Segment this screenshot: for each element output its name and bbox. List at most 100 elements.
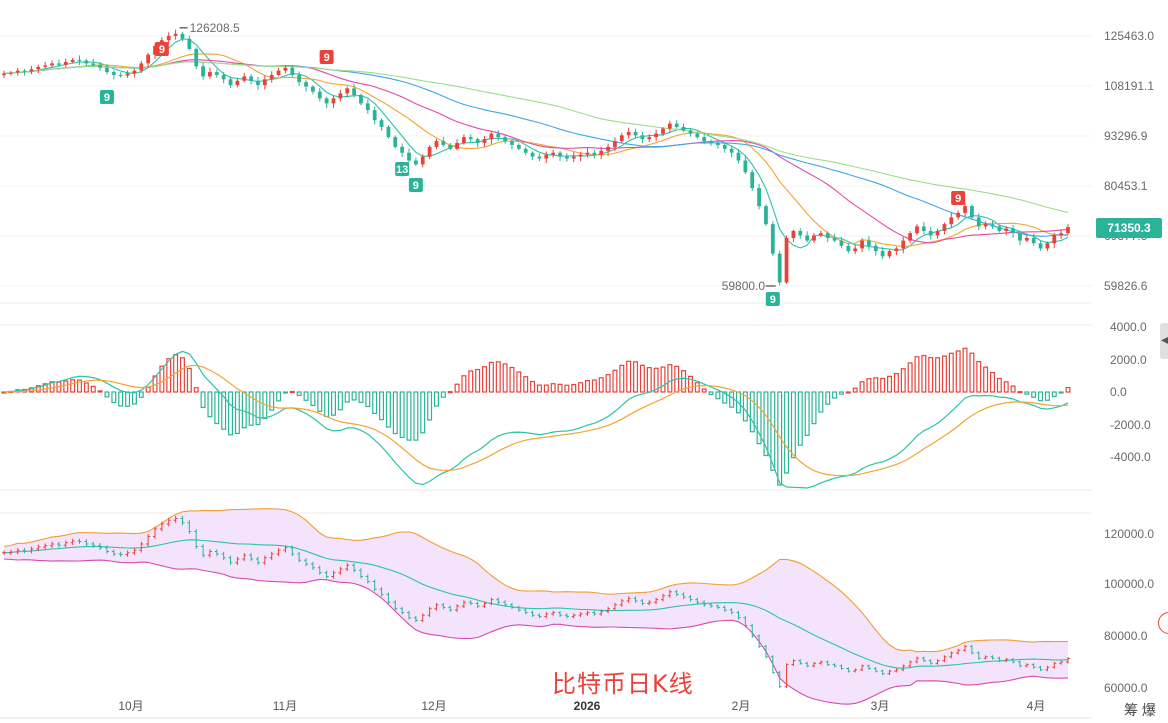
candle-body xyxy=(736,152,741,161)
bollinger-axis-tick: 100000.0 xyxy=(1104,577,1154,591)
macd-histogram-bar xyxy=(399,391,405,438)
td-marker xyxy=(99,90,114,104)
candle-body xyxy=(187,38,192,49)
macd-histogram-bar xyxy=(832,391,838,399)
grid-lines xyxy=(0,35,1092,719)
macd-histogram-bar xyxy=(269,391,275,411)
candle-body xyxy=(70,59,75,62)
macd-histogram-bar xyxy=(131,391,137,405)
td-marker xyxy=(765,292,780,306)
candle-body xyxy=(448,144,453,149)
band-upper-line xyxy=(3,508,1069,653)
macd-histogram-bar xyxy=(255,391,261,426)
candle-body xyxy=(873,245,878,252)
candle-body xyxy=(413,160,418,165)
x-axis-tick: 12月 xyxy=(421,699,446,713)
macd-histogram-bar xyxy=(584,379,590,393)
candle-body xyxy=(496,133,501,138)
candle-body xyxy=(908,233,913,241)
candle-body xyxy=(311,86,315,92)
macd-histogram-bar xyxy=(818,391,824,413)
candle-body xyxy=(846,245,851,252)
macd-histogram-bar xyxy=(358,391,364,403)
macd-histogram-bar xyxy=(488,361,494,393)
candle-body xyxy=(1011,228,1015,234)
candle-body xyxy=(427,146,432,157)
candle-body xyxy=(208,72,212,77)
macd-histogram-bar xyxy=(1058,391,1064,394)
panel-collapse-handle[interactable]: ◀ xyxy=(1160,323,1168,359)
macd-histogram-bar xyxy=(282,391,288,394)
candle-body xyxy=(674,123,679,127)
macd-histogram-bar xyxy=(111,391,117,404)
macd-histogram-bar xyxy=(1038,391,1044,402)
candle-body xyxy=(915,226,919,234)
macd-histogram-bar xyxy=(873,377,879,393)
macd-histogram-bar xyxy=(207,391,213,418)
macd-histogram-bar xyxy=(983,366,989,393)
candle-body xyxy=(57,63,61,65)
macd-histogram-bar xyxy=(276,391,282,402)
macd-histogram-bar xyxy=(179,357,185,393)
macd-histogram-bar xyxy=(708,391,714,395)
macd-histogram-bar xyxy=(935,357,941,393)
td-marker-label: 13 xyxy=(396,164,408,176)
macd-histogram-bar xyxy=(214,391,220,425)
bollinger-axis-tick: 60000.0 xyxy=(1104,681,1148,695)
candle-body xyxy=(304,82,308,87)
candle-body xyxy=(997,226,1002,231)
ma12-line xyxy=(3,53,1069,248)
macd-histogram-bar xyxy=(447,391,453,394)
macd-histogram-bar xyxy=(681,370,687,393)
current-price-tag: 71350.3 xyxy=(1096,218,1162,238)
macd-histogram-bar xyxy=(433,391,439,407)
low-price-label: 59800.0 xyxy=(722,279,766,293)
td-marker-label: 9 xyxy=(104,92,110,104)
candle-body xyxy=(269,74,274,80)
price-axis-tick: 59826.6 xyxy=(1104,279,1148,293)
macd-histogram-bar xyxy=(845,391,851,394)
candle-body xyxy=(201,66,205,77)
macd-histogram-bar xyxy=(482,366,488,393)
macd-histogram-bar xyxy=(365,391,371,408)
candle-body xyxy=(530,152,535,157)
macd-histogram-bar xyxy=(866,378,872,393)
candle-body xyxy=(262,79,267,86)
macd-histogram-bar xyxy=(626,360,632,393)
macd-histogram-bar xyxy=(138,391,144,398)
macd-histogram-bar xyxy=(63,380,69,393)
macd-histogram-bar xyxy=(468,370,474,393)
macd-histogram-bar xyxy=(1051,391,1057,398)
macd-histogram-bar xyxy=(639,364,645,393)
candle-body xyxy=(393,137,398,147)
candle-body xyxy=(235,80,240,86)
candle-body xyxy=(249,76,254,81)
macd-axis-tick: -4000.0 xyxy=(1110,450,1151,464)
candle-body xyxy=(784,237,789,283)
candle-body xyxy=(276,70,281,75)
macd-histogram-bar xyxy=(653,367,659,393)
chevron-left-icon: ◀ xyxy=(1161,335,1168,346)
candle-body xyxy=(839,240,844,246)
macd-histogram-bar xyxy=(406,391,412,441)
macd-histogram-bar xyxy=(324,391,330,418)
candle-body xyxy=(633,131,638,136)
candle-body xyxy=(709,141,713,143)
candle-body xyxy=(400,146,405,153)
candle-body xyxy=(256,80,260,86)
macd-histogram-bar xyxy=(475,368,481,393)
candle-body xyxy=(462,137,466,143)
candle-body xyxy=(173,33,178,36)
candle-body xyxy=(98,64,102,68)
candle-body xyxy=(1038,243,1043,249)
x-axis-tick: 3月 xyxy=(871,699,890,713)
bollinger-axis-tick: 80000.0 xyxy=(1104,629,1148,643)
candle-body xyxy=(365,103,370,111)
candle-body xyxy=(331,98,336,104)
candle-body xyxy=(592,152,597,155)
macd-histogram-bar xyxy=(605,374,611,393)
macd-dif-line xyxy=(3,350,1069,489)
macd-histogram-bar xyxy=(797,391,803,446)
macd-histogram-bar xyxy=(221,391,227,430)
candle-body xyxy=(1031,237,1036,244)
